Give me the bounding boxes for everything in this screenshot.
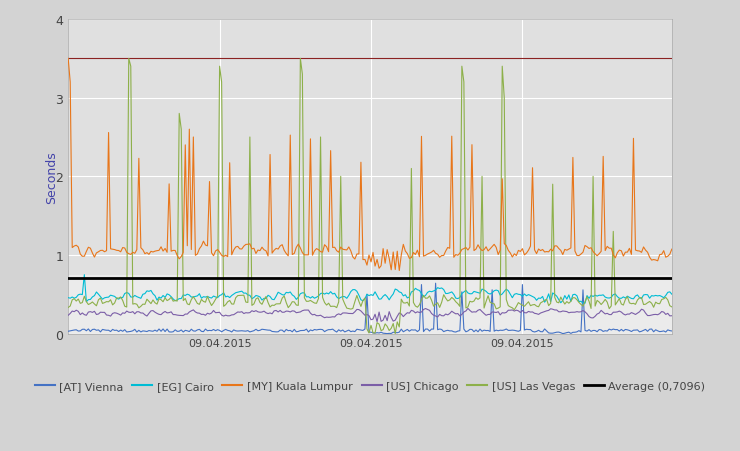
Y-axis label: Seconds: Seconds [44, 151, 58, 203]
Bar [68, 20, 672, 276]
Legend: [AT] Vienna, [EG] Cairo, [MY] Kuala Lumpur, [US] Chicago, [US] Las Vegas, Averag: [AT] Vienna, [EG] Cairo, [MY] Kuala Lump… [30, 377, 710, 396]
